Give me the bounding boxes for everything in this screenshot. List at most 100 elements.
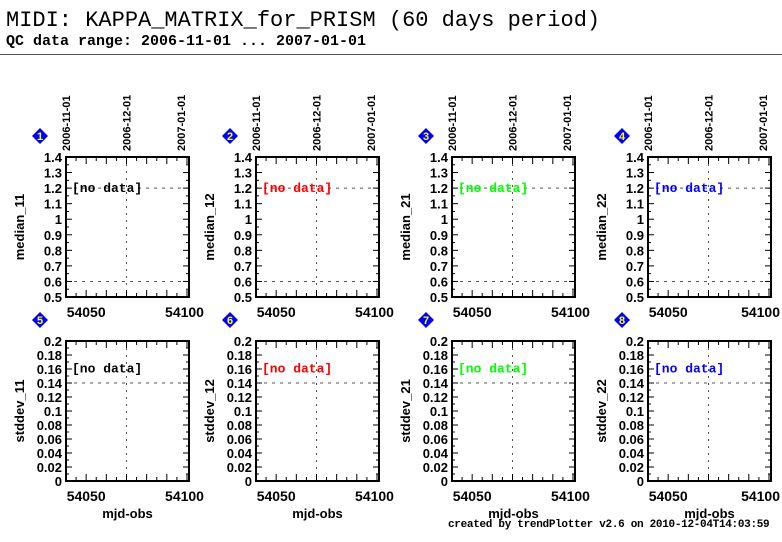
no-data-label: [no data] — [654, 362, 724, 377]
x-axis-label: mjd-obs — [684, 506, 735, 521]
x-axis-label: mjd-obs — [488, 506, 539, 521]
panel-number: 1 — [37, 131, 43, 143]
y-tick-label: 0.5 — [44, 290, 62, 305]
panel-number: 7 — [423, 315, 429, 327]
y-tick-label: 1.4 — [234, 150, 253, 165]
x-tick-label: 54050 — [257, 488, 296, 504]
y-tick-label: 1.3 — [234, 166, 252, 181]
y-tick-label: 0.04 — [619, 446, 645, 461]
y-tick-label: 0.2 — [430, 334, 448, 349]
x-tick-label: 54100 — [741, 488, 780, 504]
y-tick-label: 1 — [441, 212, 448, 227]
y-tick-label: 0.1 — [430, 404, 448, 419]
y-tick-label: 0.18 — [37, 348, 62, 363]
y-tick-label: 0.8 — [44, 243, 62, 258]
no-data-label: [no data] — [654, 181, 724, 196]
y-tick-label: 1.2 — [44, 181, 62, 196]
y-tick-label: 0.5 — [430, 290, 448, 305]
y-axis-label: median_11 — [12, 194, 27, 261]
plot-panel-3: 3 0.50.60.70.80.911.11.21.31.4 54050 54100 2… — [398, 95, 590, 320]
y-tick-label: 0.12 — [227, 390, 252, 405]
y-tick-label: 1.3 — [626, 166, 644, 181]
panel-number-marker-icon — [614, 312, 630, 328]
y-tick-label: 0.8 — [626, 243, 644, 258]
y-tick-label: 1.1 — [430, 197, 448, 212]
y-tick-label: 1.3 — [44, 166, 62, 181]
page-title: MIDI: KAPPA_MATRIX_for_PRISM (60 days pe… — [6, 8, 601, 33]
y-tick-label: 0.14 — [37, 376, 63, 391]
y-tick-label: 0.2 — [234, 334, 252, 349]
y-tick-label: 0.12 — [423, 390, 448, 405]
plot-frame — [647, 156, 772, 298]
y-tick-label: 0.06 — [37, 432, 62, 447]
no-data-label: [no data] — [262, 181, 332, 196]
y-axis-label: median_12 — [202, 193, 217, 260]
y-tick-label: 0.2 — [626, 334, 644, 349]
y-tick-label: 0.04 — [423, 446, 449, 461]
y-tick-label: 1.4 — [626, 150, 645, 165]
y-axis-label: stddev_12 — [202, 379, 217, 443]
plot-frame — [65, 156, 190, 298]
y-tick-label: 0 — [245, 474, 252, 489]
y-tick-label: 1.1 — [44, 197, 62, 212]
y-tick-label: 0.18 — [619, 348, 644, 363]
footer-credit: created by trendPlotter v2.6 on 2010-12-… — [448, 519, 770, 531]
date-tick-label: 2006-12-01 — [703, 95, 715, 151]
panel-number-marker-icon — [222, 312, 238, 328]
date-tick-label: 2007-01-01 — [366, 95, 378, 151]
header-divider — [0, 54, 782, 55]
no-data-label: [no data] — [72, 181, 142, 196]
plot-frame — [255, 156, 380, 298]
page-subtitle: QC data range: 2006-11-01 ... 2007-01-01 — [6, 33, 367, 50]
y-tick-label: 0.6 — [44, 274, 62, 289]
y-tick-label: 1.2 — [234, 181, 252, 196]
x-tick-label: 54100 — [551, 304, 590, 320]
panel-number: 4 — [619, 131, 626, 143]
y-tick-label: 0.7 — [44, 259, 62, 274]
y-tick-label: 0.9 — [430, 228, 448, 243]
y-tick-label: 0.6 — [234, 274, 252, 289]
panel-number-marker-icon — [222, 128, 238, 144]
y-tick-label: 0.02 — [37, 460, 62, 475]
y-axis-label: stddev_22 — [594, 379, 609, 443]
panel-number-marker-icon — [614, 128, 630, 144]
panel-number: 5 — [37, 315, 43, 327]
y-tick-label: 0.02 — [619, 460, 644, 475]
y-tick-label: 0.08 — [619, 418, 644, 433]
y-tick-label: 0.16 — [423, 362, 448, 377]
date-tick-label: 2006-11-01 — [61, 95, 73, 151]
y-axis-label: median_22 — [594, 193, 609, 260]
y-tick-label: 0 — [637, 474, 644, 489]
panel-number-marker-icon — [418, 312, 434, 328]
x-tick-label: 54050 — [649, 488, 688, 504]
panel-number-marker-icon — [32, 312, 48, 328]
x-tick-label: 54100 — [165, 488, 204, 504]
y-tick-label: 0 — [441, 474, 448, 489]
y-tick-label: 0.9 — [626, 228, 644, 243]
x-axis-label: mjd-obs — [102, 506, 153, 521]
plot-panel-4: 4 0.50.60.70.80.911.11.21.31.4 54050 54100 2… — [594, 95, 780, 320]
plot-panel-8: 8 00.020.040.060.080.10.120.140.160.180.2… — [594, 312, 780, 521]
y-tick-label: 0.2 — [44, 334, 62, 349]
x-tick-label: 54100 — [551, 488, 590, 504]
panel-number: 6 — [227, 315, 233, 327]
date-tick-label: 2006-12-01 — [121, 95, 133, 151]
x-tick-label: 54050 — [453, 488, 492, 504]
x-tick-label: 54050 — [453, 304, 492, 320]
y-tick-label: 0 — [55, 474, 62, 489]
y-tick-label: 1.4 — [430, 150, 449, 165]
panel-number: 8 — [619, 315, 625, 327]
x-tick-label: 54100 — [741, 304, 780, 320]
x-tick-label: 54050 — [67, 304, 106, 320]
y-tick-label: 0.06 — [619, 432, 644, 447]
date-tick-label: 2006-11-01 — [643, 95, 655, 151]
y-tick-label: 1 — [55, 212, 62, 227]
y-tick-label: 0.02 — [227, 460, 252, 475]
y-tick-label: 0.12 — [619, 390, 644, 405]
y-tick-label: 1.3 — [430, 166, 448, 181]
y-tick-label: 0.14 — [423, 376, 449, 391]
no-data-label: [no data] — [262, 362, 332, 377]
panel-number: 3 — [423, 131, 429, 143]
